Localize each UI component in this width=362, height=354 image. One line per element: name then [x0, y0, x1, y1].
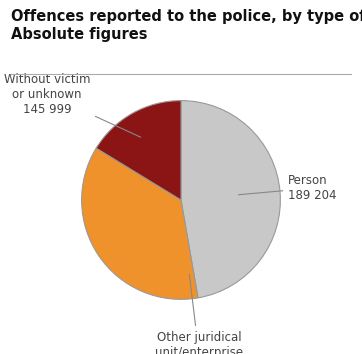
Wedge shape [96, 101, 181, 200]
Wedge shape [181, 101, 280, 298]
Text: Other juridical
unit/enterprise
65 119: Other juridical unit/enterprise 65 119 [155, 274, 243, 354]
Text: Without victim
or unknown
145 999: Without victim or unknown 145 999 [4, 73, 141, 137]
Wedge shape [82, 148, 198, 299]
Text: Person
189 204: Person 189 204 [239, 174, 337, 202]
Text: Offences reported to the police, by type of victim. 2006.
Absolute figures: Offences reported to the police, by type… [11, 9, 362, 42]
